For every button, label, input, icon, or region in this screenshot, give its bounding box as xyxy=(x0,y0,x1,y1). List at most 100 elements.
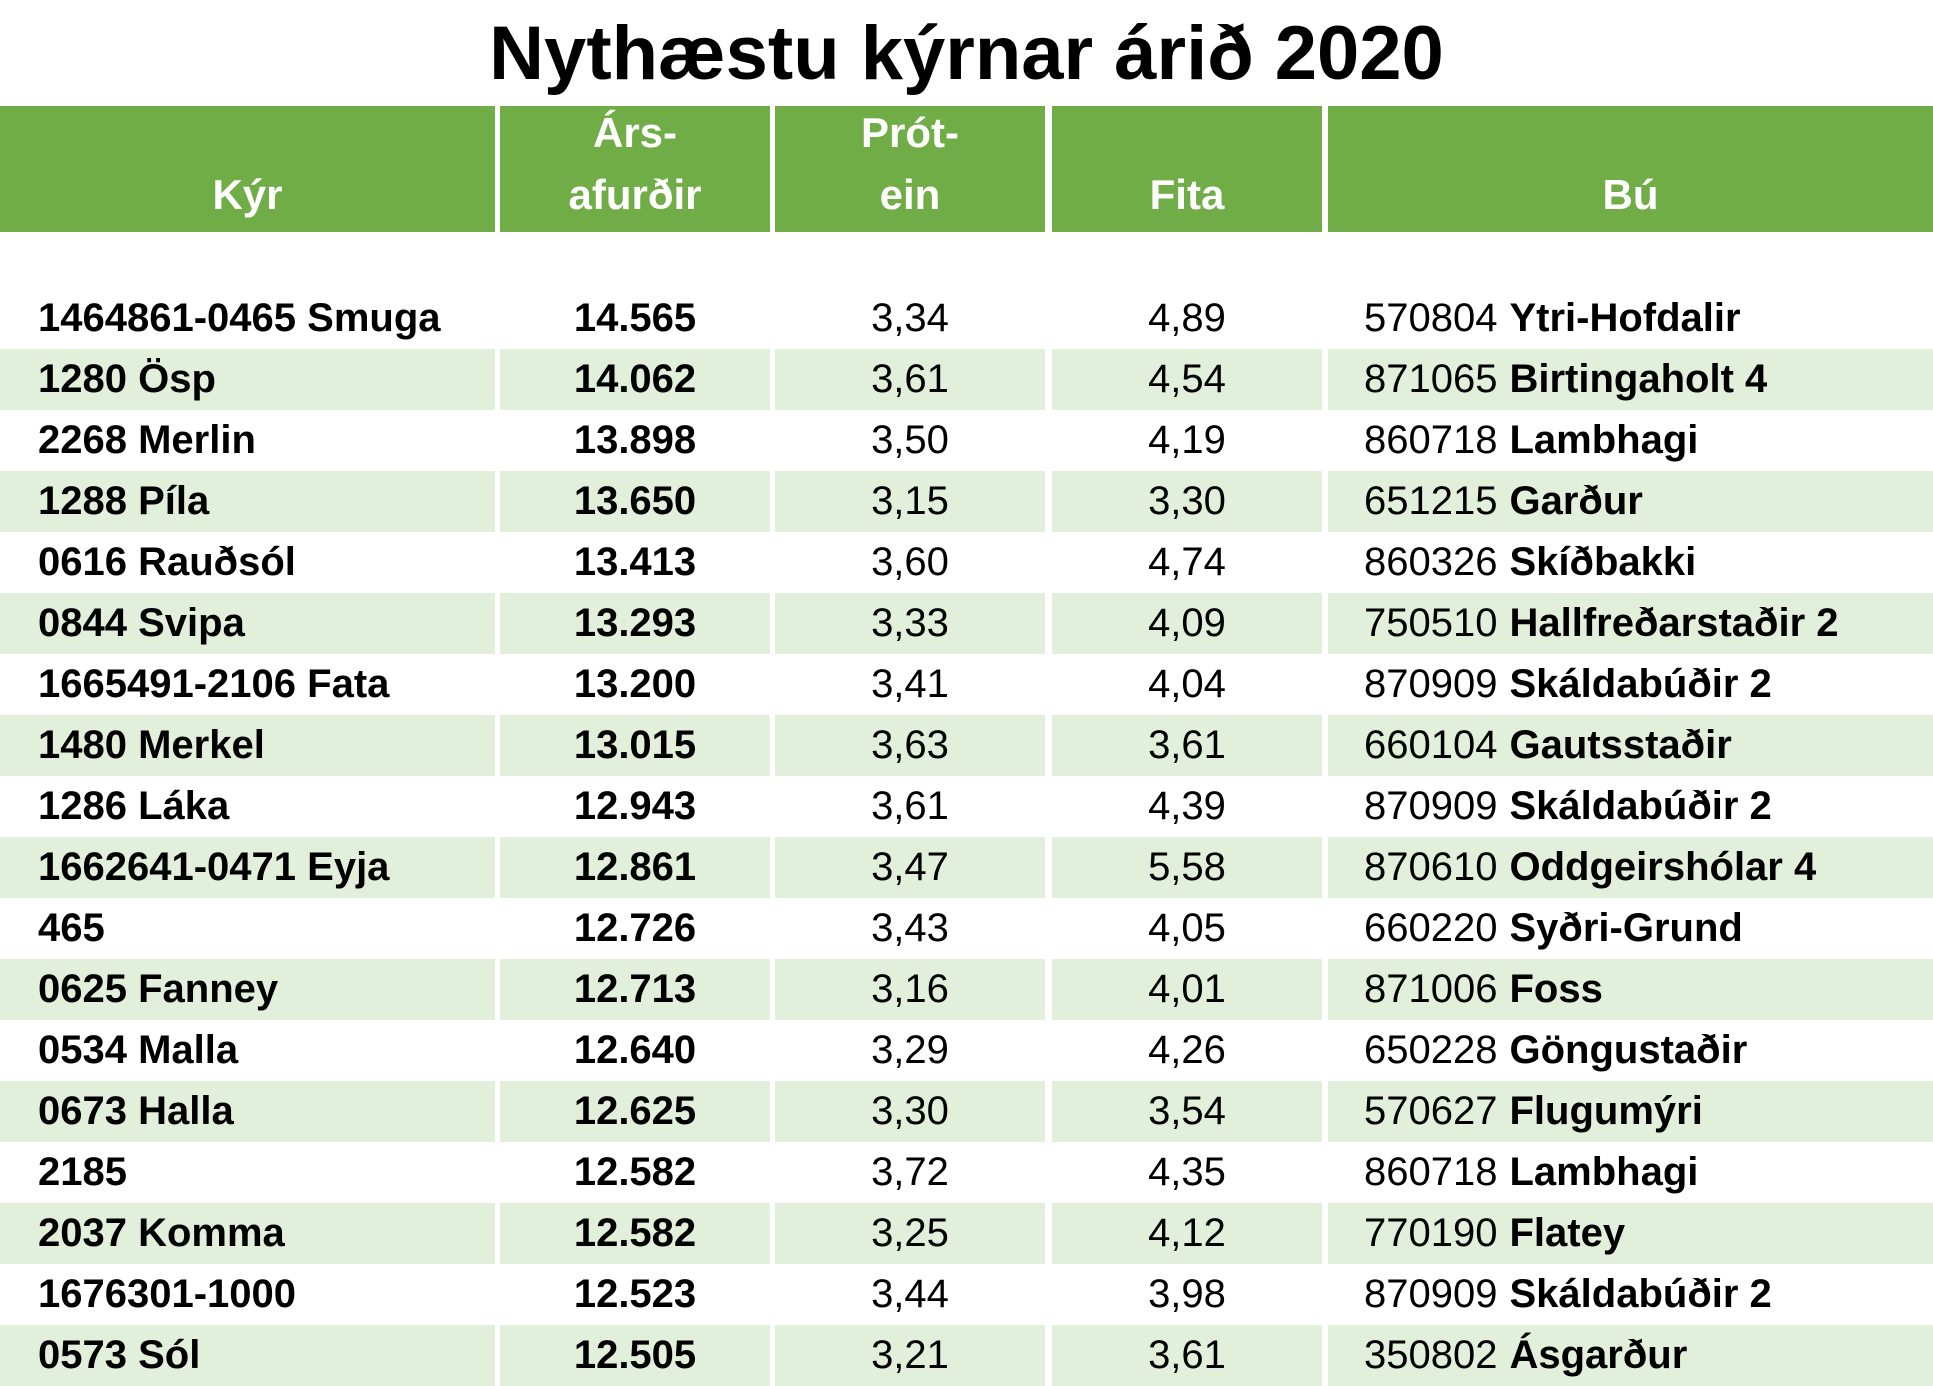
header-fita-line2: Fita xyxy=(1149,171,1225,218)
cell-bu: 870909 Skáldabúðir 2 xyxy=(1328,654,1933,715)
cell-arsafurdir: 12.861 xyxy=(500,837,770,898)
table-row: 1665491-2106 Fata 13.200 3,41 4,04 870909 Ská… xyxy=(0,654,1933,715)
cell-bu-name: Hallfreðarstaðir 2 xyxy=(1509,601,1839,645)
cell-fita: 4,89 xyxy=(1148,296,1226,340)
table-row: 0625 Fanney 12.713 3,16 4,01 871006 Foss xyxy=(0,959,1933,1020)
cell-fita: 5,58 xyxy=(1052,837,1322,898)
cell-bu-name: Lambhagi xyxy=(1509,1150,1699,1194)
cell-arsafurdir: 13.015 xyxy=(500,715,770,776)
cell-fita: 3,54 xyxy=(1052,1081,1322,1142)
table-row: 0534 Malla 12.640 3,29 4,26 650228 Göngustaði… xyxy=(0,1020,1933,1081)
cell-fita: 4,12 xyxy=(1052,1203,1322,1264)
cell-arsafurdir: 12.726 xyxy=(573,906,697,950)
cell-protein: 3,61 xyxy=(871,784,949,828)
cell-bu: 570804 Ytri-Hofdalir xyxy=(1328,288,1933,349)
table-row: 0573 Sól 12.505 3,21 3,61 350802 Ásgarður xyxy=(0,1325,1933,1386)
cell-kyr: 1464861-0465 Smuga xyxy=(38,296,441,340)
cell-protein: 3,50 xyxy=(871,418,949,462)
cell-arsafurdir: 12.582 xyxy=(500,1203,770,1264)
cell-bu-name: Skáldabúðir 2 xyxy=(1509,1272,1772,1316)
cell-arsafurdir: 12.523 xyxy=(573,1272,697,1316)
cell-bu-number: 871065 xyxy=(1364,357,1498,401)
cell-bu-number: 860718 xyxy=(1364,418,1498,462)
cell-arsafurdir: 12.625 xyxy=(500,1081,770,1142)
cell-arsafurdir: 13.898 xyxy=(573,418,697,462)
cell-bu-number: 870610 xyxy=(1364,845,1498,889)
cell-arsafurdir: 12.713 xyxy=(500,959,770,1020)
table-row: 465 12.726 3,43 4,05 660220 Syðri-Grund xyxy=(0,898,1933,959)
cell-kyr: 2268 Merlin xyxy=(38,418,256,462)
cell-bu: 860718 Lambhagi xyxy=(1328,410,1933,471)
cell-fita: 4,74 xyxy=(1148,540,1226,584)
cell-bu-name: Gautsstaðir xyxy=(1509,723,1732,767)
cell-bu-name: Lambhagi xyxy=(1509,418,1699,462)
cell-kyr: 1286 Láka xyxy=(38,784,230,828)
cell-bu-name: Foss xyxy=(1509,967,1603,1011)
cell-protein: 3,15 xyxy=(775,471,1045,532)
cell-bu-number: 770190 xyxy=(1364,1211,1498,1255)
cell-bu: 871065 Birtingaholt 4 xyxy=(1328,349,1933,410)
cell-bu: 860326 Skíðbakki xyxy=(1328,532,1933,593)
cell-kyr: 1288 Píla xyxy=(0,471,495,532)
cell-bu: 651215 Garður xyxy=(1328,471,1933,532)
cell-bu: 750510 Hallfreðarstaðir 2 xyxy=(1328,593,1933,654)
cell-arsafurdir: 12.582 xyxy=(573,1150,697,1194)
table-header-row: Kýr Árs- afurðir Prót- ein Fita Bú xyxy=(0,106,1933,232)
cell-bu-name: Skáldabúðir 2 xyxy=(1509,662,1772,706)
cell-kyr: 0673 Halla xyxy=(0,1081,495,1142)
table-spacer xyxy=(0,232,1933,288)
cell-bu-number: 651215 xyxy=(1364,479,1498,523)
cell-protein: 3,47 xyxy=(775,837,1045,898)
cell-protein: 3,30 xyxy=(775,1081,1045,1142)
cell-kyr: 0844 Svipa xyxy=(0,593,495,654)
cell-bu-number: 870909 xyxy=(1364,662,1498,706)
cell-protein: 3,21 xyxy=(775,1325,1045,1386)
cell-bu: 770190 Flatey xyxy=(1328,1203,1933,1264)
cell-protein: 3,29 xyxy=(871,1028,949,1072)
table-row: 1280 Ösp 14.062 3,61 4,54 871065 Birtingaholt… xyxy=(0,349,1933,410)
cell-bu: 660104 Gautsstaðir xyxy=(1328,715,1933,776)
header-kyr-line2: Kýr xyxy=(212,171,283,218)
cell-bu-name: Syðri-Grund xyxy=(1509,906,1743,950)
cell-fita: 4,39 xyxy=(1148,784,1226,828)
table-row: 0673 Halla 12.625 3,30 3,54 570627 Flugumýri xyxy=(0,1081,1933,1142)
cell-fita: 4,05 xyxy=(1148,906,1226,950)
cell-fita: 4,04 xyxy=(1148,662,1226,706)
cell-fita: 4,19 xyxy=(1148,418,1226,462)
cell-kyr: 0625 Fanney xyxy=(0,959,495,1020)
cell-bu: 570627 Flugumýri xyxy=(1328,1081,1933,1142)
cell-arsafurdir: 12.505 xyxy=(500,1325,770,1386)
header-arsafurdir-line2: afurðir xyxy=(568,171,702,218)
table-row: 0844 Svipa 13.293 3,33 4,09 750510 Hallfreðar… xyxy=(0,593,1933,654)
table-row: 1662641-0471 Eyja 12.861 3,47 5,58 870610 Odd… xyxy=(0,837,1933,898)
cell-bu-name: Oddgeirshólar 4 xyxy=(1509,845,1817,889)
cell-arsafurdir: 13.293 xyxy=(500,593,770,654)
cell-kyr: 0573 Sól xyxy=(0,1325,495,1386)
cell-protein: 3,34 xyxy=(871,296,949,340)
cell-fita: 3,30 xyxy=(1052,471,1322,532)
cell-arsafurdir: 13.650 xyxy=(500,471,770,532)
header-bu: Bú xyxy=(1328,106,1933,232)
cell-fita: 3,61 xyxy=(1052,715,1322,776)
cell-bu-name: Birtingaholt 4 xyxy=(1509,357,1768,401)
header-arsafurdir-line1: Árs- xyxy=(592,109,678,156)
page-title: Nythæstu kýrnar árið 2020 xyxy=(489,11,1444,96)
cell-protein: 3,61 xyxy=(775,349,1045,410)
header-protein-line1: Prót- xyxy=(861,109,959,156)
cell-protein: 3,60 xyxy=(871,540,949,584)
cell-arsafurdir: 12.640 xyxy=(573,1028,697,1072)
cell-bu-number: 750510 xyxy=(1364,601,1498,645)
cell-bu: 350802 Ásgarður xyxy=(1328,1325,1933,1386)
header-arsafurdir: Árs- afurðir xyxy=(500,106,770,232)
cell-protein: 3,44 xyxy=(871,1272,949,1316)
cell-bu-number: 650228 xyxy=(1364,1028,1498,1072)
cell-bu-number: 860718 xyxy=(1364,1150,1498,1194)
cell-bu-name: Ásgarður xyxy=(1509,1333,1688,1377)
cell-bu-number: 350802 xyxy=(1364,1333,1498,1377)
header-protein-line2: ein xyxy=(879,171,941,218)
cell-bu: 871006 Foss xyxy=(1328,959,1933,1020)
cell-fita: 4,35 xyxy=(1148,1150,1226,1194)
cell-bu: 870610 Oddgeirshólar 4 xyxy=(1328,837,1933,898)
table-row: 1676301-1000 12.523 3,44 3,98 870909 Skáldabú… xyxy=(0,1264,1933,1325)
cell-kyr: 1662641-0471 Eyja xyxy=(0,837,495,898)
